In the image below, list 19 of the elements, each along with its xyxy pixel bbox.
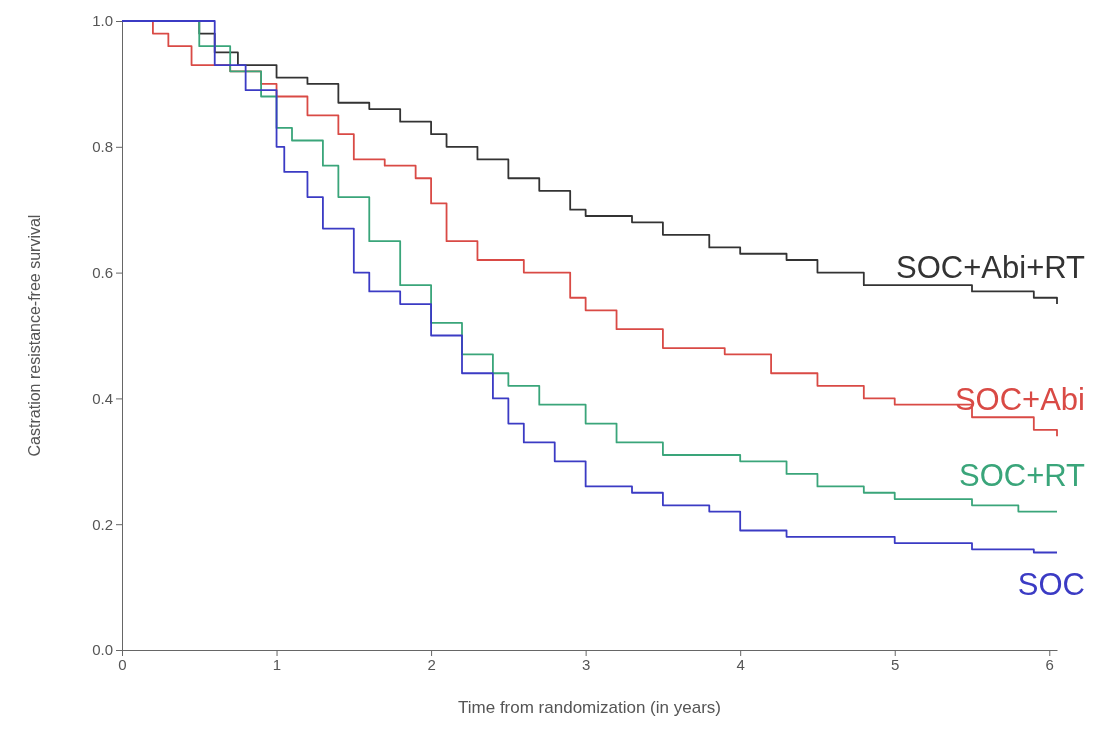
series-label: SOC bbox=[1017, 566, 1085, 602]
x-tick-label: 5 bbox=[891, 655, 900, 673]
y-tick-label: 0.0 bbox=[92, 641, 113, 659]
x-tick-label: 3 bbox=[581, 655, 591, 673]
y-tick-label: 1.0 bbox=[92, 12, 113, 30]
y-tick-label: 0.4 bbox=[92, 389, 113, 407]
y-tick-label: 0.2 bbox=[92, 515, 113, 533]
y-tick-label: 0.6 bbox=[92, 263, 113, 281]
y-axis-title: Castration resistance-free survival bbox=[26, 214, 43, 457]
x-axis-title: Time from randomization (in years) bbox=[458, 698, 721, 717]
series-label: SOC+RT bbox=[958, 457, 1086, 493]
series-label: SOC+Abi+RT bbox=[896, 250, 1086, 286]
x-tick-label: 6 bbox=[1045, 655, 1054, 673]
x-tick-label: 1 bbox=[272, 655, 282, 673]
x-tick-label: 2 bbox=[427, 655, 436, 673]
y-tick-label: 0.8 bbox=[92, 138, 113, 156]
series-label: SOC+Abi bbox=[954, 382, 1085, 418]
x-tick-label: 0 bbox=[118, 655, 127, 673]
x-tick-label: 4 bbox=[736, 655, 745, 673]
